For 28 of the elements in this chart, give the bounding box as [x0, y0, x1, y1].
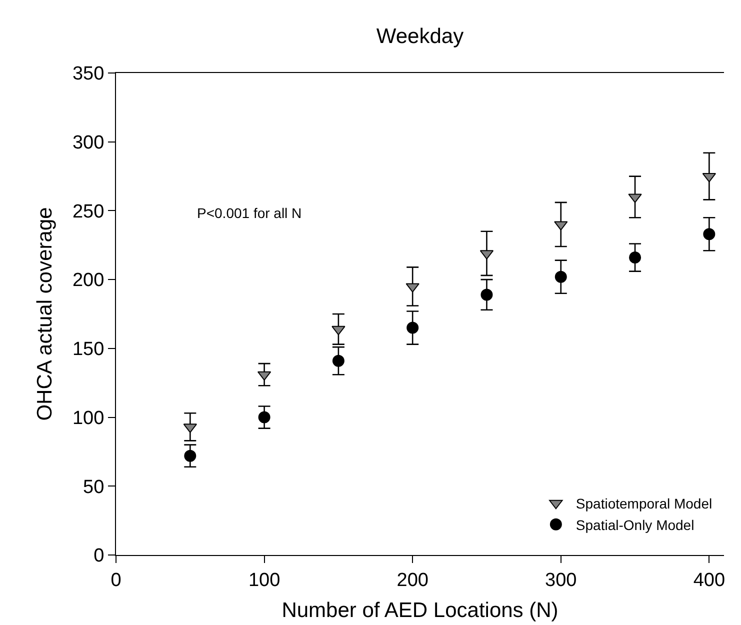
x-tick-label: 200: [396, 570, 428, 591]
annotation: P<0.001 for all N: [197, 205, 302, 221]
legend-label: Spatiotemporal Model: [576, 496, 712, 512]
y-tick-label: 200: [72, 270, 104, 292]
y-tick-label: 350: [72, 64, 104, 85]
y-tick-label: 250: [72, 201, 104, 222]
point: [184, 450, 196, 462]
y-tick-label: 300: [72, 132, 104, 154]
point: [629, 252, 642, 264]
point: [258, 411, 270, 424]
x-tick-label: 300: [545, 570, 577, 591]
point: [332, 326, 346, 336]
y-tick-label: 0: [94, 546, 104, 567]
x-axis-title: Number of AED Locations (N): [282, 599, 558, 622]
point: [554, 270, 567, 283]
y-tick-label: 50: [83, 476, 104, 498]
legend-label: Spatial-Only Model: [576, 516, 694, 533]
y-tick-label: 150: [72, 339, 104, 360]
point: [480, 288, 493, 301]
point: [406, 322, 419, 334]
chart-title: Weekday: [376, 24, 464, 48]
x-tick-label: 0: [110, 570, 122, 591]
y-axis-title: OHCA actual coverage: [34, 207, 57, 421]
y-tick-label: 100: [72, 408, 104, 429]
x-tick-label: 400: [693, 570, 726, 591]
point: [703, 228, 716, 240]
x-tick-label: 100: [248, 570, 280, 591]
point: [332, 354, 344, 367]
